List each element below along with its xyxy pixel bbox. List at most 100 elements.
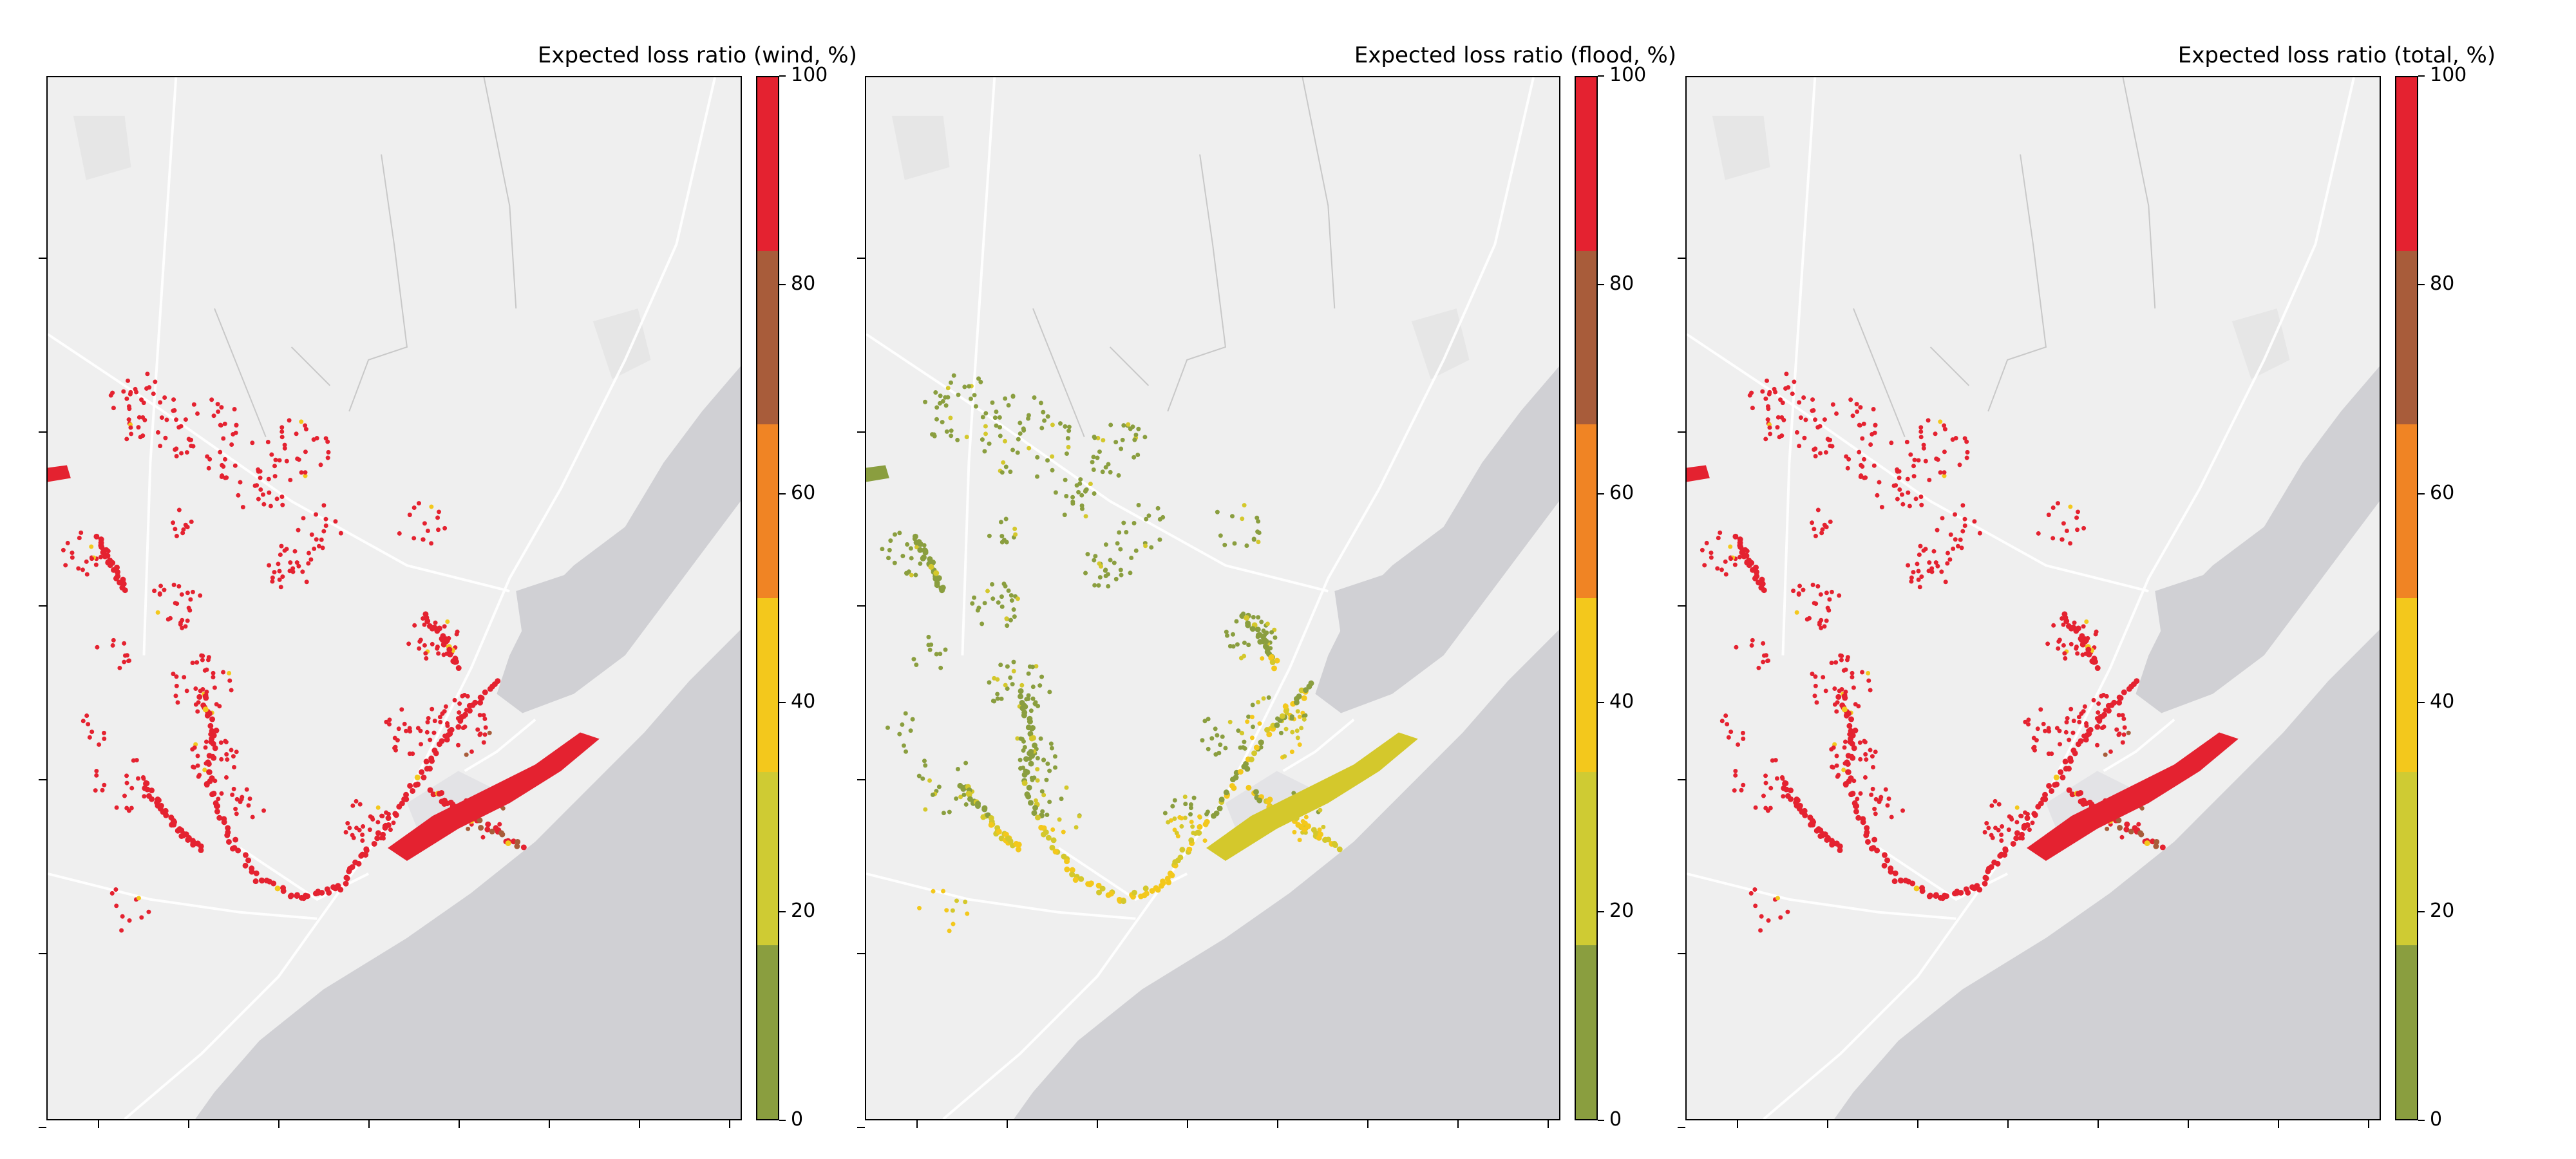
asset-point — [278, 585, 283, 590]
asset-point — [2120, 713, 2125, 718]
asset-point — [1830, 765, 1835, 770]
colorbar-bin — [757, 250, 778, 424]
asset-point — [469, 702, 476, 708]
asset-point — [1003, 516, 1009, 522]
asset-point — [227, 678, 232, 683]
asset-point — [113, 887, 118, 892]
map-canvas — [866, 77, 1559, 1119]
asset-point — [976, 376, 981, 381]
asset-point — [1834, 411, 1839, 416]
asset-point — [961, 792, 967, 797]
asset-point — [212, 685, 217, 690]
x-axis-tick — [549, 1120, 550, 1128]
asset-point — [1244, 766, 1251, 772]
y-axis-tick — [857, 779, 865, 780]
asset-point — [171, 822, 177, 828]
asset-point — [1828, 519, 1833, 524]
asset-point — [1274, 722, 1280, 728]
asset-point — [1810, 520, 1815, 525]
asset-point — [221, 670, 226, 675]
asset-point — [426, 715, 431, 721]
asset-point — [193, 686, 198, 692]
asset-point — [107, 562, 113, 569]
asset-point — [343, 874, 350, 881]
asset-point — [276, 561, 281, 567]
asset-point — [1039, 674, 1045, 679]
asset-point — [1822, 624, 1827, 629]
asset-point — [1960, 529, 1965, 534]
asset-point — [1843, 712, 1850, 719]
asset-point — [1754, 569, 1759, 575]
asset-point — [1143, 543, 1148, 549]
asset-point — [1767, 390, 1772, 395]
asset-point — [179, 592, 184, 597]
asset-point — [100, 787, 105, 793]
asset-point — [184, 688, 189, 693]
asset-point — [2058, 742, 2063, 747]
asset-point — [1041, 793, 1046, 798]
asset-point — [442, 624, 447, 629]
asset-point — [1004, 540, 1009, 545]
asset-point — [1283, 726, 1289, 731]
asset-point — [296, 527, 301, 532]
asset-point — [2062, 759, 2069, 765]
asset-point — [1032, 742, 1038, 749]
asset-point — [934, 652, 939, 657]
y-axis-tick — [1678, 605, 1685, 607]
asset-point — [1821, 675, 1826, 680]
asset-point — [1958, 889, 1964, 896]
asset-point — [256, 496, 261, 502]
asset-point — [1837, 593, 1842, 598]
asset-point — [958, 795, 963, 800]
asset-point — [1837, 847, 1843, 853]
asset-point — [246, 803, 251, 808]
asset-point — [917, 541, 923, 547]
colorbar-bin — [2396, 598, 2417, 773]
asset-point — [385, 822, 392, 828]
x-axis-tick — [916, 1120, 918, 1128]
asset-point — [1761, 659, 1766, 664]
asset-point — [885, 725, 890, 730]
asset-point — [963, 900, 968, 905]
asset-point — [1919, 502, 1924, 507]
asset-point — [2023, 719, 2028, 724]
asset-point — [279, 494, 285, 499]
colorbar-tick-label: 100 — [791, 64, 828, 86]
asset-point — [361, 824, 366, 829]
asset-point — [1092, 583, 1097, 588]
y-axis-tick — [1678, 1127, 1685, 1128]
asset-point — [204, 782, 210, 788]
asset-point — [1812, 527, 1817, 532]
asset-point — [489, 828, 495, 834]
asset-point — [1845, 466, 1850, 471]
asset-point — [906, 569, 911, 574]
asset-point — [1919, 574, 1924, 580]
asset-point — [500, 806, 506, 811]
asset-point — [1916, 569, 1921, 574]
asset-point — [294, 560, 299, 565]
asset-point — [1115, 541, 1120, 546]
asset-point — [900, 722, 905, 727]
asset-point — [965, 911, 970, 916]
asset-point — [1797, 400, 1802, 405]
barrier-island-assets — [2027, 732, 2239, 861]
asset-point — [1860, 670, 1865, 675]
asset-point — [1933, 431, 1938, 437]
asset-point — [2060, 775, 2066, 781]
asset-point — [1018, 431, 1023, 436]
asset-point — [1780, 776, 1785, 781]
asset-point — [1873, 811, 1878, 816]
asset-point — [1084, 487, 1089, 492]
asset-point — [294, 431, 299, 437]
asset-point — [124, 396, 129, 401]
asset-point — [1271, 665, 1278, 672]
asset-point — [1034, 664, 1039, 669]
asset-point — [1130, 424, 1135, 429]
asset-point — [1781, 417, 1786, 422]
asset-point — [1996, 827, 2001, 833]
asset-point — [999, 696, 1004, 701]
asset-point — [427, 766, 433, 772]
asset-point — [1946, 551, 1950, 556]
asset-point — [455, 629, 460, 634]
asset-point — [93, 562, 99, 567]
